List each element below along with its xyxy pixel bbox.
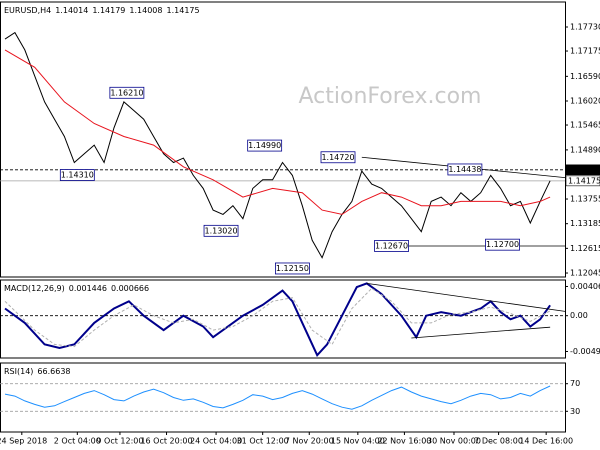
y-tick-label: 1.16590 [570,72,600,81]
series-line [4,282,551,357]
series-line [4,31,551,259]
trendline [411,326,551,339]
x-tick-label: 7 Nov 20:00 [285,437,334,446]
price-label-box [485,238,520,251]
series-line [4,385,551,410]
readout: 0.001446 [69,284,107,293]
price-label: 1.12150 [276,264,309,273]
y-tick-label: 1.15465 [570,121,600,130]
y-tick-label: 70 [570,379,580,388]
readout: 1.14175 [167,6,200,15]
y-tick-label: 30 [570,407,580,416]
price-label-box [374,240,409,252]
y-tick-label: 1.12615 [570,244,600,253]
price-label: 1.14990 [248,141,281,150]
level-label: 1.14175 [568,176,600,185]
y-tick-label: 1.17175 [570,47,600,56]
price-label-box [247,139,283,152]
price-label-box [109,86,145,99]
price-label: 1.14310 [61,171,94,180]
panel-header: MACD(12,26,9) 0.001446 0.000666 [4,284,149,293]
panel-header: EURUSD,H4 1.14014 1.14179 1.14008 1.14175 [4,6,200,15]
series-line [4,287,551,348]
x-tick-label: 2 Oct 04:00 [54,437,101,446]
readout: 1.14008 [129,6,162,15]
y-tick-label: 1.13755 [570,195,600,204]
price-label: 1.12670 [375,241,408,250]
price-label-box [447,163,483,176]
readout: 1.14014 [55,6,88,15]
x-tick-label: 30 Nov 00:00 [427,437,481,446]
x-tick-label: 22 Nov 16:00 [377,437,431,446]
panel-frame [0,279,566,359]
x-tick-label: 16 Oct 20:00 [140,437,192,446]
series-line [4,49,551,215]
x-tick-label: 24 Sep 2018 [0,437,47,446]
price-label-box [203,224,239,237]
y-tick-label: 1.14890 [570,145,600,154]
panel-title: MACD(12,26,9) [4,284,65,293]
readout: 0.000666 [111,284,149,293]
y-tick-label: 1.13185 [570,219,600,228]
y-tick-label: -0.004981 [570,347,600,356]
price-label-box [275,262,310,275]
level-label: 1.14430 [568,165,600,174]
x-tick-label: 9 Oct 12:00 [96,437,143,446]
y-tick-label: 1.16020 [570,97,600,106]
x-tick-label: 24 Oct 04:00 [190,437,242,446]
y-tick-label: 0.004069 [570,282,600,291]
x-tick-label: 15 Nov 04:00 [331,437,385,446]
price-label-box [320,151,356,164]
level-box [565,164,600,176]
y-tick-label: 1.17730 [570,23,600,32]
panel-header: RSI(14) 66.6638 [4,367,71,376]
readout: 1.14179 [92,6,125,15]
readout: 66.6638 [37,367,70,376]
level-box [565,175,600,187]
price-label-box [59,169,95,181]
panel-frame [0,1,566,278]
price-label: 1.12700 [486,240,519,249]
price-label: 1.14438 [448,165,481,174]
price-label: 1.14720 [321,153,354,162]
panel-title: RSI(14) [4,367,33,376]
x-tick-label: 14 Dec 16:00 [519,437,573,446]
trendline [366,282,566,312]
panel-title: EURUSD,H4 [4,6,51,15]
panel-frame [0,362,566,433]
price-label: 1.16210 [110,88,143,97]
price-label: 1.13020 [204,226,237,235]
y-tick-label: 0.00 [570,311,588,320]
x-tick-label: 31 Oct 12:00 [237,437,289,446]
watermark: ActionForex.com [299,84,482,109]
x-tick-label: 7 Dec 08:00 [474,437,523,446]
y-tick-label: 1.12045 [570,269,600,278]
